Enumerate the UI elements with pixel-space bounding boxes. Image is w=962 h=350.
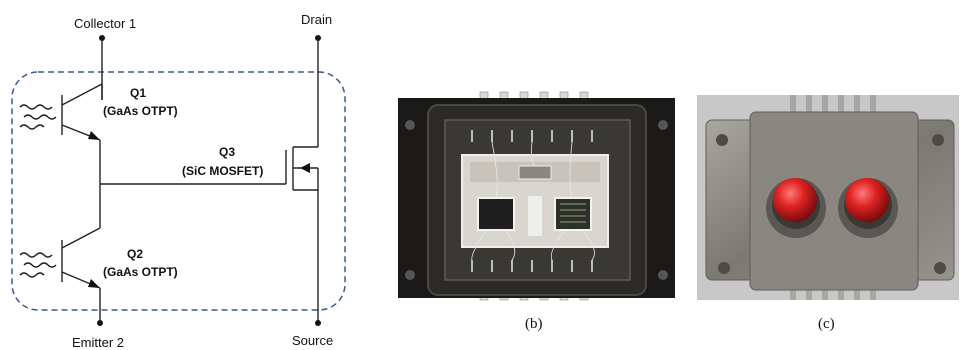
q3-name: Q3 [219,145,235,159]
q2-transistor [19,227,101,289]
q1-name: Q1 [130,86,146,100]
photo-b-die-left [477,197,515,231]
q1-transistor [19,83,103,141]
source-label: Source [292,333,333,348]
emitter2-label: Emitter 2 [72,335,124,350]
photo-c: (c) [697,95,959,332]
q2-type: (GaAs OTPT) [103,265,178,279]
q1-type: (GaAs OTPT) [103,104,178,118]
photo-c-lens-left [773,178,817,222]
q2-emitter-arrow [88,279,100,288]
q2-light-icon [19,252,53,258]
q1-emitter-arrow [88,131,100,140]
q3-body-arrow [300,163,310,173]
circuit-diagram: Collector 1 Q1 (GaAs OTPT) [11,12,346,350]
photo-b-die-right [554,197,592,231]
q2-name: Q2 [127,247,143,261]
drain-label: Drain [301,12,332,27]
q3-mosfet [285,146,319,191]
q3-type: (SiC MOSFET) [182,164,263,178]
emitter2-terminal [97,320,103,326]
collector1-label: Collector 1 [74,16,136,31]
source-terminal [315,320,321,326]
photo-c-caption: (c) [818,316,835,332]
q1-light-icon [19,104,53,110]
photo-c-lens-right [845,178,889,222]
photo-b: (b) [398,91,675,332]
package-boundary [11,71,346,311]
photo-b-caption: (b) [525,316,543,332]
